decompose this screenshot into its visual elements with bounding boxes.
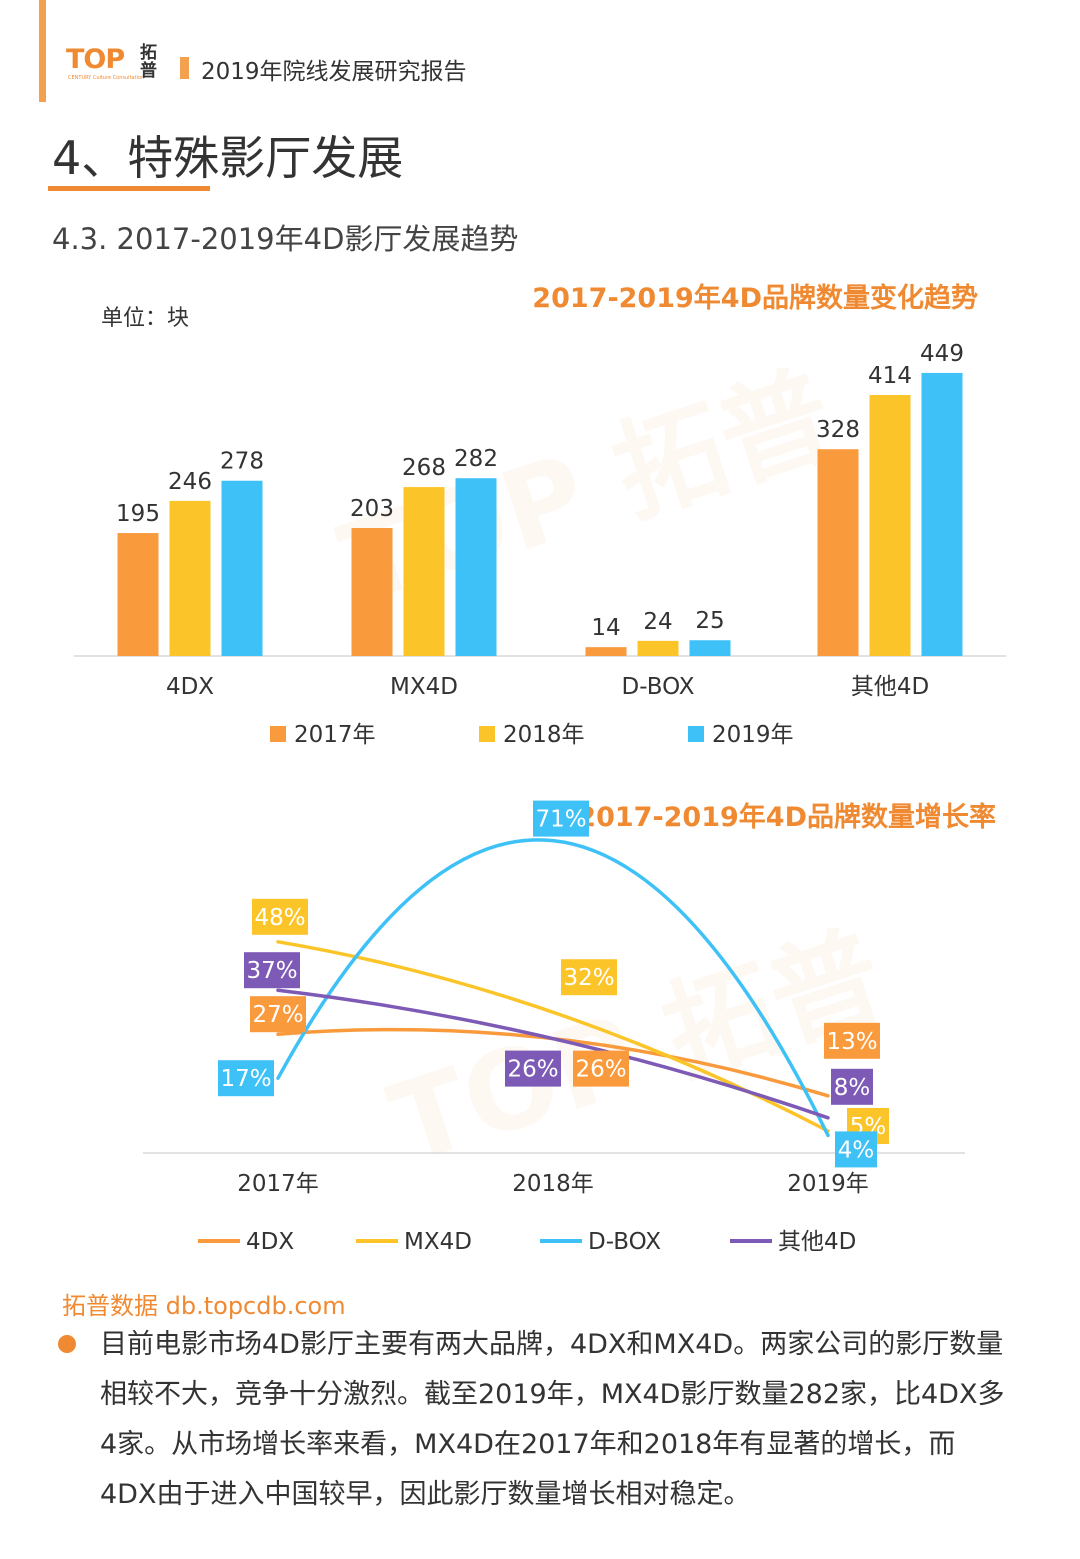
data-label-2-1: 24 (643, 609, 672, 635)
value-label-0-1: 26% (575, 1057, 626, 1083)
value-box-2-2 (835, 1131, 877, 1168)
bar-2-0 (585, 647, 627, 656)
value-label-3-1: 26% (507, 1057, 558, 1083)
x-tick-label-1: 2018年 (512, 1171, 594, 1197)
value-box-2-1 (533, 800, 589, 837)
bar-1-0 (351, 528, 393, 656)
value-label-0-0: 27% (252, 1002, 303, 1028)
value-box-3-0 (244, 952, 300, 989)
data-label-1-2: 282 (454, 446, 498, 472)
bar-3-2 (921, 372, 963, 656)
legend-swatch-1 (479, 726, 495, 742)
legend-swatch-2 (688, 726, 704, 742)
legend-label-1: 2018年 (503, 722, 585, 748)
value-label-2-0: 17% (220, 1066, 271, 1092)
value-box-3-1 (505, 1050, 561, 1087)
legend-label-0: 2017年 (294, 722, 376, 748)
category-label-3: 其他4D (851, 674, 929, 700)
value-label-0-2: 13% (826, 1029, 877, 1055)
header-marker (180, 57, 189, 79)
bar-0-2 (221, 480, 263, 656)
value-box-1-1 (561, 959, 617, 996)
value-label-1-1: 32% (563, 965, 614, 991)
logo-subtext: CENTURY Culture Consultation (68, 75, 145, 81)
data-label-0-1: 246 (168, 469, 212, 495)
bar-1-2 (455, 478, 497, 656)
legend-label-1: MX4D (404, 1229, 472, 1255)
bar-2-1 (637, 640, 679, 656)
series-line-1 (276, 940, 830, 1133)
body-paragraph: 目前电影市场4D影厅主要有两大品牌，4DX和MX4D。两家公司的影厅数量相较不大… (100, 1329, 1005, 1510)
unit-label: 单位：块 (101, 306, 190, 331)
logo-text: TOP (66, 44, 125, 75)
series-line-3 (276, 988, 830, 1120)
data-label-2-0: 14 (591, 615, 620, 641)
logo-chinese: 拓普 (140, 43, 157, 81)
section-underline (48, 186, 210, 191)
data-source: 拓普数据 db.topcdb.com (62, 1292, 346, 1320)
value-label-3-0: 37% (246, 958, 297, 984)
bar-1-1 (403, 487, 445, 656)
data-label-3-1: 414 (868, 363, 912, 389)
report-title: 2019年院线发展研究报告 (201, 59, 467, 85)
bar-chart-title: 2017-2019年4D品牌数量变化趋势 (532, 283, 978, 314)
category-label-0: 4DX (166, 674, 214, 700)
value-label-2-1: 71% (535, 807, 586, 833)
data-label-0-2: 278 (220, 449, 264, 475)
value-box-3-2 (831, 1068, 873, 1105)
value-box-0-1 (573, 1050, 629, 1087)
data-label-3-0: 328 (816, 417, 860, 443)
legend-swatch-0 (270, 726, 286, 742)
value-box-0-2 (824, 1022, 880, 1059)
bar-2-2 (689, 640, 731, 656)
legend-label-3: 其他4D (778, 1229, 856, 1255)
data-label-1-0: 203 (350, 496, 394, 522)
line-chart-title: 2017-2019年4D品牌数量增长率 (577, 802, 996, 833)
legend-label-2: D-BOX (588, 1229, 661, 1255)
category-label-1: MX4D (390, 674, 458, 700)
value-box-0-0 (250, 996, 306, 1033)
legend-label-2: 2019年 (712, 722, 794, 748)
x-tick-label-0: 2017年 (237, 1171, 319, 1197)
x-tick-label-2: 2019年 (787, 1171, 869, 1197)
value-label-3-2: 8% (834, 1075, 871, 1101)
brand-logo: TOP CENTURY Culture Consultation 拓普 (66, 44, 166, 86)
value-box-1-0 (252, 898, 308, 935)
data-label-3-2: 449 (920, 341, 964, 367)
bar-3-0 (817, 449, 859, 656)
series-line-2 (276, 838, 830, 1138)
legend-label-0: 4DX (246, 1229, 294, 1255)
bullet-dot (58, 1335, 76, 1353)
data-label-1-1: 268 (402, 455, 446, 481)
value-box-2-0 (218, 1060, 274, 1097)
bar-0-0 (117, 533, 159, 656)
data-label-2-2: 25 (695, 608, 724, 634)
category-label-2: D-BOX (622, 674, 695, 700)
bar-0-1 (169, 500, 211, 656)
section-title: 4、特殊影厅发展 (52, 131, 404, 185)
section-subtitle: 4.3. 2017-2019年4D影厅发展趋势 (52, 222, 519, 256)
bar-3-1 (869, 395, 911, 656)
value-label-1-0: 48% (254, 905, 305, 931)
bar-chart: 195 246 278 4DX 203 268 282 MX4D 14 24 25 D-BOX 328 4… (74, 341, 1006, 748)
line-chart: 2017年 2018年 2019年27%26%13%48%32%5%17%71%4%… (143, 800, 965, 1255)
data-label-0-0: 195 (116, 501, 160, 527)
value-label-2-2: 4% (838, 1137, 875, 1163)
accent-bar (39, 0, 46, 102)
